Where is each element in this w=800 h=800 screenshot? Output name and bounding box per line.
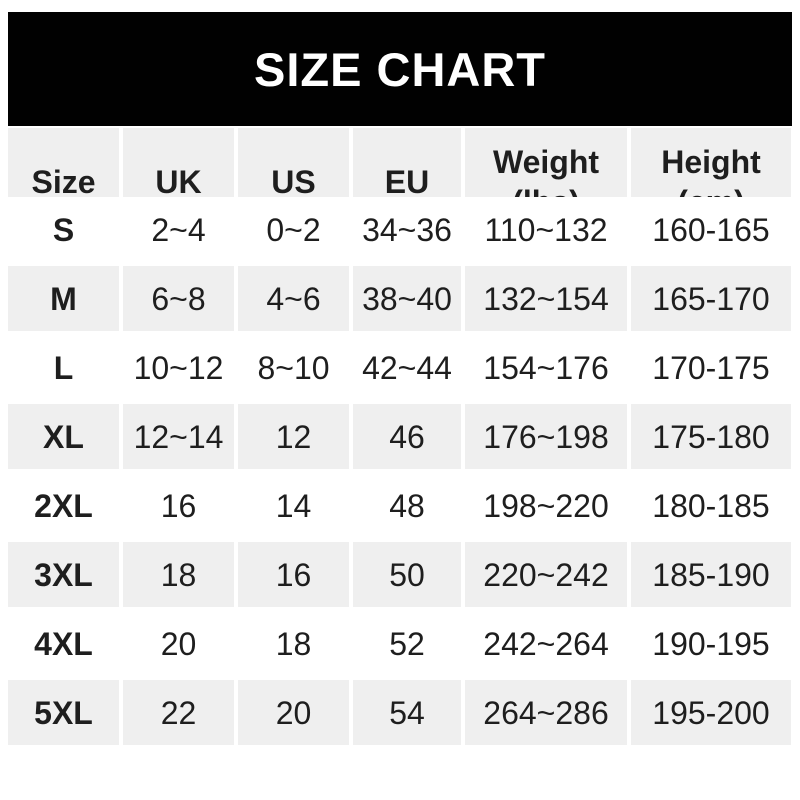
height-cell: 180-185 bbox=[631, 473, 791, 538]
page-title: SIZE CHART bbox=[254, 42, 546, 96]
weight-cell: 110~132 bbox=[465, 197, 627, 262]
size-chart-banner: SIZE CHART bbox=[8, 12, 792, 126]
us-cell: 20 bbox=[238, 680, 349, 745]
height-cell: 170-175 bbox=[631, 335, 791, 400]
uk-cell: 10~12 bbox=[123, 335, 234, 400]
size-table: Size UK US EU Weight (lbs) Height (cm) S… bbox=[8, 128, 792, 745]
eu-cell: 50 bbox=[353, 542, 461, 607]
eu-cell: 38~40 bbox=[353, 266, 461, 331]
size-cell: S bbox=[8, 197, 119, 262]
us-cell: 4~6 bbox=[238, 266, 349, 331]
height-cell: 195-200 bbox=[631, 680, 791, 745]
weight-cell: 132~154 bbox=[465, 266, 627, 331]
us-cell: 12 bbox=[238, 404, 349, 469]
size-cell: M bbox=[8, 266, 119, 331]
size-cell: 5XL bbox=[8, 680, 119, 745]
weight-cell: 154~176 bbox=[465, 335, 627, 400]
eu-cell: 46 bbox=[353, 404, 461, 469]
height-cell: 190-195 bbox=[631, 611, 791, 676]
us-cell: 16 bbox=[238, 542, 349, 607]
size-cell: 2XL bbox=[8, 473, 119, 538]
eu-cell: 42~44 bbox=[353, 335, 461, 400]
size-cell: 4XL bbox=[8, 611, 119, 676]
height-cell: 165-170 bbox=[631, 266, 791, 331]
eu-cell: 48 bbox=[353, 473, 461, 538]
weight-cell: 264~286 bbox=[465, 680, 627, 745]
height-cell: 175-180 bbox=[631, 404, 791, 469]
uk-cell: 2~4 bbox=[123, 197, 234, 262]
uk-cell: 12~14 bbox=[123, 404, 234, 469]
size-cell: L bbox=[8, 335, 119, 400]
us-cell: 14 bbox=[238, 473, 349, 538]
us-cell: 0~2 bbox=[238, 197, 349, 262]
height-cell: 160-165 bbox=[631, 197, 791, 262]
weight-cell: 220~242 bbox=[465, 542, 627, 607]
size-cell: XL bbox=[8, 404, 119, 469]
weight-cell: 198~220 bbox=[465, 473, 627, 538]
us-cell: 18 bbox=[238, 611, 349, 676]
eu-cell: 34~36 bbox=[353, 197, 461, 262]
height-cell: 185-190 bbox=[631, 542, 791, 607]
size-cell: 3XL bbox=[8, 542, 119, 607]
uk-cell: 22 bbox=[123, 680, 234, 745]
uk-cell: 18 bbox=[123, 542, 234, 607]
eu-cell: 54 bbox=[353, 680, 461, 745]
weight-cell: 176~198 bbox=[465, 404, 627, 469]
eu-cell: 52 bbox=[353, 611, 461, 676]
uk-cell: 16 bbox=[123, 473, 234, 538]
weight-cell: 242~264 bbox=[465, 611, 627, 676]
uk-cell: 20 bbox=[123, 611, 234, 676]
us-cell: 8~10 bbox=[238, 335, 349, 400]
uk-cell: 6~8 bbox=[123, 266, 234, 331]
